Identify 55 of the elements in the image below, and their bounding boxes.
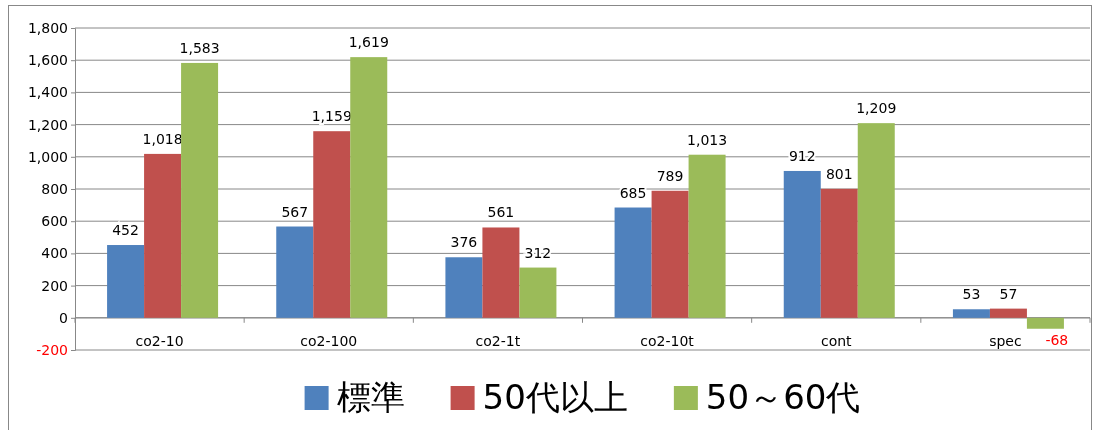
bar bbox=[276, 226, 314, 318]
bar bbox=[144, 153, 182, 318]
data-label: 1,583 bbox=[179, 39, 220, 56]
bar bbox=[857, 123, 895, 318]
legend-label: 50代以上 bbox=[482, 377, 628, 417]
data-label: 376 bbox=[450, 234, 478, 251]
data-label: -68 bbox=[1045, 331, 1069, 348]
y-tick-label: 1,000 bbox=[27, 148, 68, 165]
data-label: 685 bbox=[619, 184, 647, 201]
data-label: 312 bbox=[524, 244, 552, 261]
data-label: 1,159 bbox=[311, 108, 352, 125]
y-tick-label: 1,600 bbox=[27, 52, 68, 69]
bar bbox=[181, 62, 219, 318]
y-tick-label: -200 bbox=[36, 341, 68, 358]
data-label: 452 bbox=[112, 222, 139, 239]
data-label: 1,619 bbox=[348, 34, 389, 51]
x-tick-label: cont bbox=[820, 332, 853, 349]
data-label: 1,209 bbox=[856, 100, 897, 117]
x-tick-label: co2-1t bbox=[475, 332, 521, 349]
bar bbox=[688, 154, 726, 318]
bar bbox=[107, 245, 145, 318]
data-label: 1,013 bbox=[687, 131, 728, 148]
bar bbox=[614, 207, 652, 318]
data-label: 567 bbox=[281, 203, 309, 220]
bar bbox=[651, 190, 689, 318]
y-tick-label: 800 bbox=[41, 180, 68, 197]
bar bbox=[350, 57, 388, 318]
y-tick-label: 1,400 bbox=[27, 84, 68, 101]
y-tick-label: 0 bbox=[59, 309, 68, 326]
bar bbox=[482, 227, 520, 318]
x-tick-label: co2-10 bbox=[135, 332, 184, 349]
y-tick-label: 1,800 bbox=[27, 19, 68, 36]
y-tick-label: 1,200 bbox=[27, 116, 68, 133]
data-label: 561 bbox=[487, 204, 515, 221]
x-tick-label: co2-100 bbox=[300, 332, 358, 349]
bar bbox=[989, 308, 1027, 318]
legend-label: 50～60代 bbox=[705, 377, 861, 417]
data-label: 912 bbox=[788, 147, 816, 164]
y-tick-label: 200 bbox=[41, 277, 68, 294]
data-label: 789 bbox=[656, 167, 684, 184]
bar bbox=[519, 267, 557, 318]
bar bbox=[1026, 317, 1064, 329]
bar bbox=[820, 188, 858, 318]
data-label: 57 bbox=[999, 285, 1018, 302]
y-tick-label: 600 bbox=[41, 213, 68, 230]
legend-label: 標準 bbox=[336, 377, 405, 417]
y-tick-label: 400 bbox=[41, 245, 68, 262]
bar bbox=[783, 170, 821, 318]
x-tick-label: co2-10t bbox=[640, 332, 695, 349]
bar bbox=[313, 131, 351, 318]
x-tick-label: spec bbox=[989, 332, 1022, 349]
data-label: 801 bbox=[825, 165, 853, 182]
data-label: 53 bbox=[962, 286, 981, 303]
bar bbox=[952, 309, 990, 318]
bar bbox=[445, 257, 483, 318]
